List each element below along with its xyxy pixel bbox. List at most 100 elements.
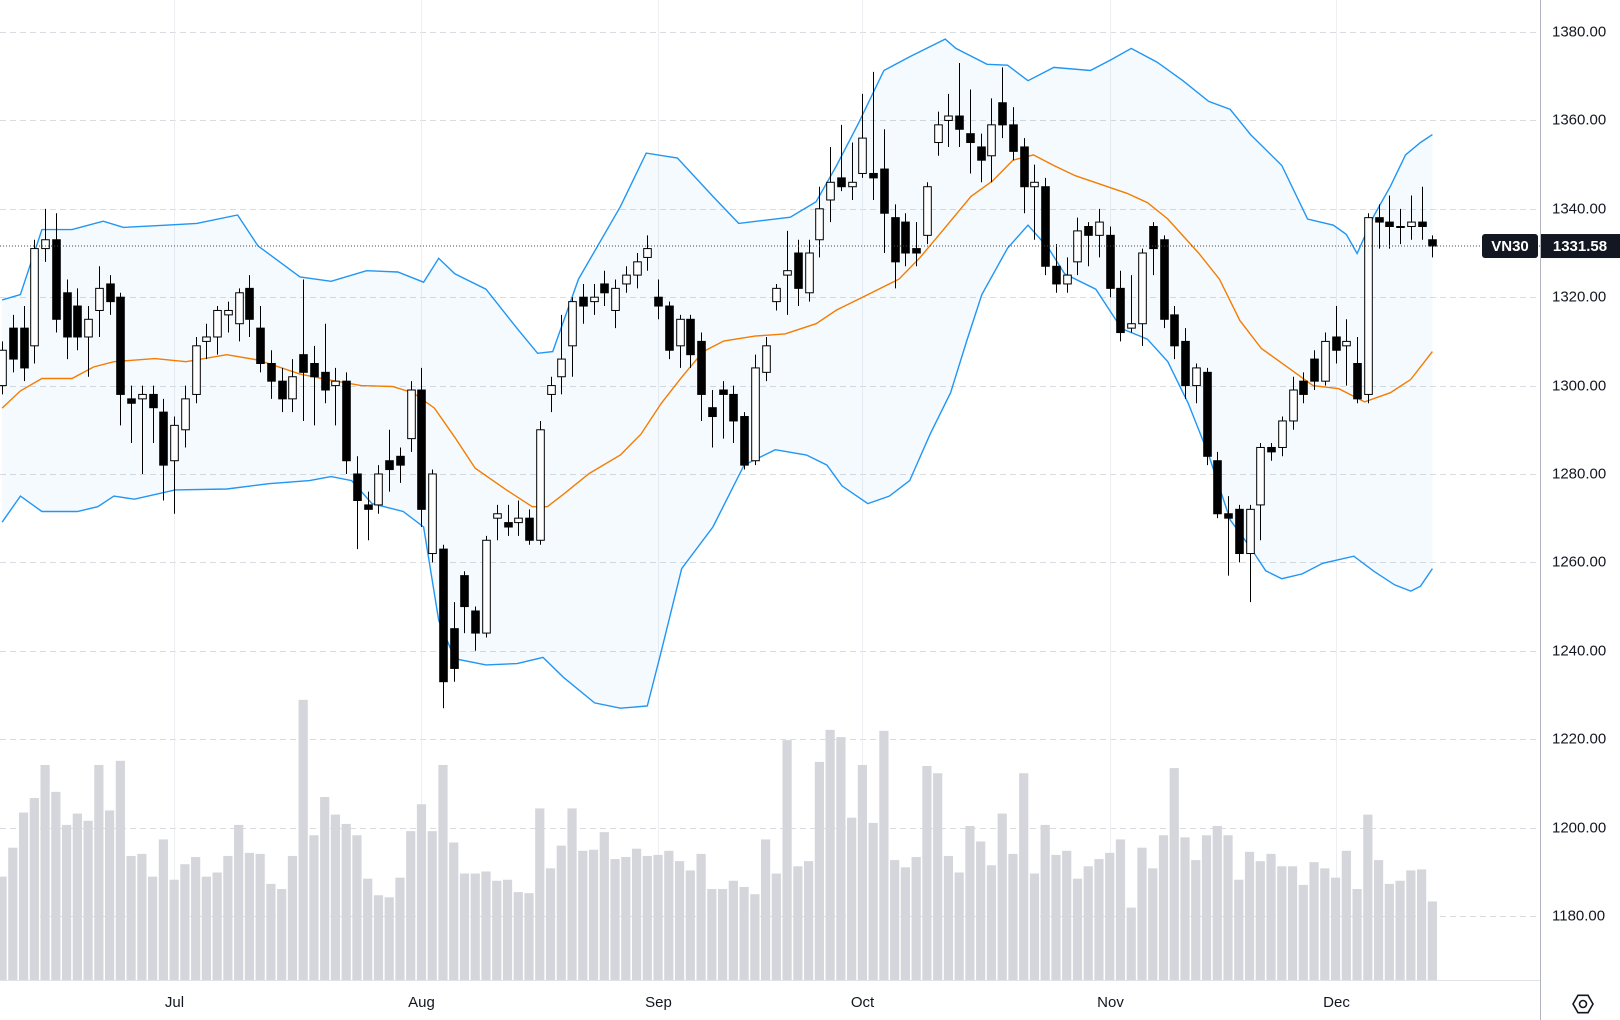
candle: [901, 213, 910, 267]
candle: [213, 306, 222, 355]
volume-bar: [40, 764, 50, 980]
candle-body: [1192, 367, 1201, 387]
candle-body: [213, 309, 222, 338]
candle: [751, 354, 760, 466]
candle-body: [794, 252, 803, 289]
volume-bar: [868, 822, 878, 980]
candle: [1428, 235, 1437, 258]
candle: [654, 279, 663, 320]
candle-body: [1321, 340, 1330, 382]
candle-body: [1385, 221, 1394, 227]
volume-bar: [1320, 868, 1330, 980]
candle-body: [1084, 225, 1093, 236]
volume-bar: [18, 812, 29, 980]
candle-body: [63, 292, 72, 338]
candle: [568, 297, 577, 377]
settings-icon: [1572, 994, 1594, 1014]
y-tick-label: 1360.00: [1552, 111, 1606, 128]
candle: [106, 275, 115, 315]
volume-bar: [943, 855, 954, 980]
volume-bar: [674, 861, 685, 980]
candle: [1342, 319, 1351, 386]
volume-bar: [1180, 837, 1190, 980]
candle: [740, 412, 749, 470]
volume-bar: [169, 879, 179, 980]
candle-body: [1213, 460, 1222, 515]
y-tick-label: 1220.00: [1552, 730, 1606, 747]
candle: [63, 279, 72, 360]
candle: [30, 239, 39, 364]
candle-body: [1052, 265, 1061, 285]
candle: [536, 420, 545, 545]
candle-body: [116, 296, 125, 395]
candle: [321, 323, 330, 404]
volume-bar: [642, 855, 652, 980]
candle: [1127, 275, 1136, 333]
candle-body: [772, 287, 781, 303]
candle: [1170, 306, 1179, 360]
candle: [9, 314, 18, 373]
candle: [95, 266, 104, 337]
volume-bar: [728, 880, 738, 980]
volume-bar: [1169, 768, 1179, 980]
volume-bar: [524, 893, 534, 980]
volume-bar: [287, 855, 298, 980]
candle: [1396, 208, 1405, 245]
candle: [20, 306, 29, 382]
candle-body: [719, 389, 728, 395]
candle-body: [891, 217, 900, 263]
candle-body: [944, 115, 953, 121]
volume-bar: [997, 813, 1007, 980]
candle: [245, 275, 254, 337]
volume-bar: [459, 873, 470, 980]
candle-body: [1030, 181, 1039, 188]
candle-body: [138, 393, 147, 400]
candle: [170, 416, 179, 514]
candle-body: [310, 362, 319, 378]
volume-bar: [1072, 878, 1083, 980]
volume-bar: [1309, 862, 1319, 980]
volume-bar: [427, 831, 437, 980]
volume-bar: [449, 842, 459, 980]
settings-button[interactable]: [1572, 994, 1594, 1014]
candle: [342, 372, 351, 474]
candle-body: [0, 349, 7, 387]
volume-bar: [588, 849, 599, 980]
volume-bar: [438, 764, 448, 980]
volume-bar: [330, 814, 341, 980]
candle: [1203, 367, 1212, 466]
candle-body: [159, 411, 168, 466]
volume-bar: [513, 892, 523, 980]
volume-bar: [1427, 901, 1437, 980]
candle: [1030, 164, 1039, 240]
candle-body: [407, 389, 416, 440]
candle-body: [181, 398, 190, 431]
candle-body: [536, 429, 545, 541]
candle: [278, 367, 287, 413]
volume-bar: [1191, 860, 1201, 980]
volume-bar: [696, 853, 706, 980]
candle-body: [622, 274, 631, 285]
candle-body: [84, 318, 93, 338]
candle-body: [1246, 508, 1255, 555]
candle: [1160, 235, 1169, 329]
volume-bar: [739, 886, 749, 980]
candle-body: [1116, 287, 1125, 334]
candle-body: [1149, 225, 1158, 250]
volume-bar: [1201, 835, 1212, 980]
candle: [299, 279, 308, 421]
volume-bar: [105, 810, 115, 980]
candle: [987, 98, 996, 183]
candle: [805, 239, 814, 302]
volume-bar: [578, 850, 588, 980]
candle: [1364, 213, 1373, 404]
candle: [869, 71, 878, 200]
candle: [1020, 138, 1029, 214]
volume-bar: [653, 854, 663, 980]
candle: [1418, 186, 1427, 240]
volume-bar: [1083, 866, 1093, 980]
volume-bar: [621, 856, 631, 980]
volume-bar: [922, 766, 932, 980]
candle-body: [923, 186, 932, 236]
volume-bar: [804, 861, 814, 980]
